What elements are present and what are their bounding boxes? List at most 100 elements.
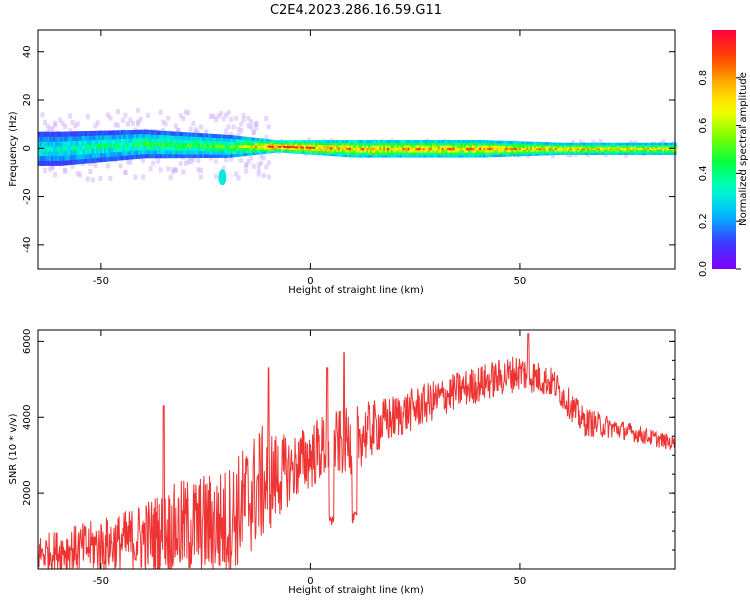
colorbar-tick-label: 0.4 bbox=[698, 165, 709, 181]
heatmap-cell bbox=[439, 152, 443, 156]
heatmap-cell bbox=[281, 143, 285, 147]
heatmap-cell bbox=[577, 147, 581, 151]
heatmap-cell bbox=[528, 149, 532, 153]
heatmap-cell bbox=[307, 147, 311, 151]
heatmap-cell bbox=[320, 150, 325, 154]
heatmap-cell bbox=[283, 140, 287, 143]
heatmap-cell bbox=[296, 143, 300, 147]
heatmap-cell bbox=[183, 146, 187, 151]
heatmap-cell bbox=[219, 144, 223, 149]
heatmap-cell bbox=[560, 144, 564, 147]
heatmap-cell bbox=[241, 147, 245, 151]
heatmap-cell bbox=[377, 149, 381, 153]
heatmap-cell bbox=[143, 141, 147, 147]
heatmap-cell bbox=[507, 151, 511, 155]
heatmap-cell bbox=[105, 163, 110, 169]
heatmap-cell bbox=[194, 143, 198, 148]
heatmap-cell bbox=[254, 140, 259, 144]
heatmap-cell bbox=[122, 155, 127, 161]
heatmap-cell bbox=[477, 144, 481, 148]
heatmap-cell bbox=[566, 144, 570, 147]
heatmap-cell bbox=[500, 140, 504, 144]
heatmap-cell bbox=[569, 150, 574, 154]
heatmap-cell bbox=[269, 141, 274, 145]
heatmap-cell bbox=[452, 142, 457, 146]
heatmap-cell bbox=[524, 145, 528, 149]
heatmap-cell bbox=[452, 140, 457, 144]
heatmap-cell bbox=[390, 152, 394, 156]
heatmap-cell bbox=[347, 140, 351, 144]
heatmap-cell bbox=[236, 132, 241, 138]
heatmap-cell bbox=[633, 152, 638, 155]
heatmap-cell bbox=[141, 133, 145, 139]
heatmap-cell bbox=[228, 138, 232, 142]
heatmap-cell bbox=[658, 152, 662, 155]
heatmap-cell bbox=[647, 149, 651, 152]
heatmap-cell bbox=[81, 149, 85, 155]
heatmap-cell bbox=[583, 147, 587, 151]
heatmap-cell bbox=[492, 154, 496, 158]
heatmap-cell bbox=[549, 147, 553, 151]
heatmap-cell bbox=[571, 150, 575, 154]
heatmap-cell bbox=[107, 130, 111, 136]
heatmap-cell bbox=[498, 151, 502, 155]
heatmap-cell bbox=[326, 142, 330, 146]
heatmap-cell bbox=[243, 147, 247, 151]
heatmap-cell bbox=[449, 140, 453, 144]
heatmap-cell bbox=[294, 151, 298, 154]
heatmap-cell bbox=[71, 131, 76, 137]
heatmap-cell bbox=[447, 149, 451, 153]
heatmap-cell bbox=[168, 135, 172, 140]
heatmap-cell bbox=[100, 139, 104, 145]
heatmap-cell bbox=[360, 154, 364, 158]
heatmap-cell bbox=[407, 152, 411, 156]
heatmap-cell bbox=[332, 148, 336, 152]
heatmap-cell bbox=[467, 144, 472, 148]
heatmap-cell bbox=[530, 147, 534, 151]
heatmap-cell bbox=[143, 133, 147, 139]
heatmap-cell bbox=[577, 142, 581, 146]
heatmap-cell bbox=[630, 150, 634, 154]
heatmap-cell bbox=[128, 130, 132, 135]
heatmap-cell bbox=[196, 158, 201, 164]
heatmap-cell bbox=[298, 143, 302, 147]
heatmap-cell bbox=[185, 153, 189, 159]
heatmap-cell bbox=[628, 145, 632, 149]
heatmap-cell bbox=[107, 139, 111, 144]
heatmap-cell bbox=[111, 143, 115, 149]
heatmap-cell bbox=[94, 153, 98, 159]
heatmap-cell bbox=[456, 140, 460, 144]
heatmap-cell bbox=[383, 154, 387, 158]
heatmap-cell bbox=[260, 142, 264, 146]
heatmap-cell bbox=[573, 150, 577, 154]
heatmap-cell bbox=[322, 146, 326, 150]
heatmap-cell bbox=[88, 140, 93, 145]
heatmap-cell bbox=[153, 142, 157, 147]
heatmap-cell bbox=[656, 145, 660, 149]
heatmap-cell bbox=[226, 138, 230, 142]
heatmap-cell bbox=[170, 138, 174, 144]
heatmap-cell bbox=[160, 138, 164, 143]
heatmap-cell bbox=[313, 144, 317, 147]
heatmap-cell bbox=[305, 142, 309, 145]
heatmap-cell bbox=[403, 142, 408, 146]
heatmap-cell bbox=[188, 159, 193, 165]
heatmap-cell bbox=[328, 148, 332, 152]
heatmap-cell bbox=[434, 154, 438, 158]
heatmap-cell bbox=[215, 140, 219, 145]
heatmap-cell bbox=[635, 142, 640, 146]
heatmap-cell bbox=[658, 144, 662, 147]
heatmap-cell bbox=[411, 144, 415, 148]
heatmap-cell bbox=[285, 143, 289, 147]
heatmap-cell bbox=[533, 153, 538, 156]
heatmap-cell bbox=[326, 144, 330, 148]
heatmap-cell bbox=[117, 147, 121, 153]
heatmap-cell bbox=[90, 177, 95, 183]
heatmap-cell bbox=[356, 140, 360, 144]
heatmap-cell bbox=[609, 142, 613, 146]
heatmap-cell bbox=[136, 119, 141, 125]
heatmap-cell bbox=[113, 139, 117, 144]
heatmap-cell bbox=[117, 138, 121, 144]
heatmap-cell bbox=[441, 152, 445, 156]
heatmap-cell bbox=[377, 140, 381, 144]
